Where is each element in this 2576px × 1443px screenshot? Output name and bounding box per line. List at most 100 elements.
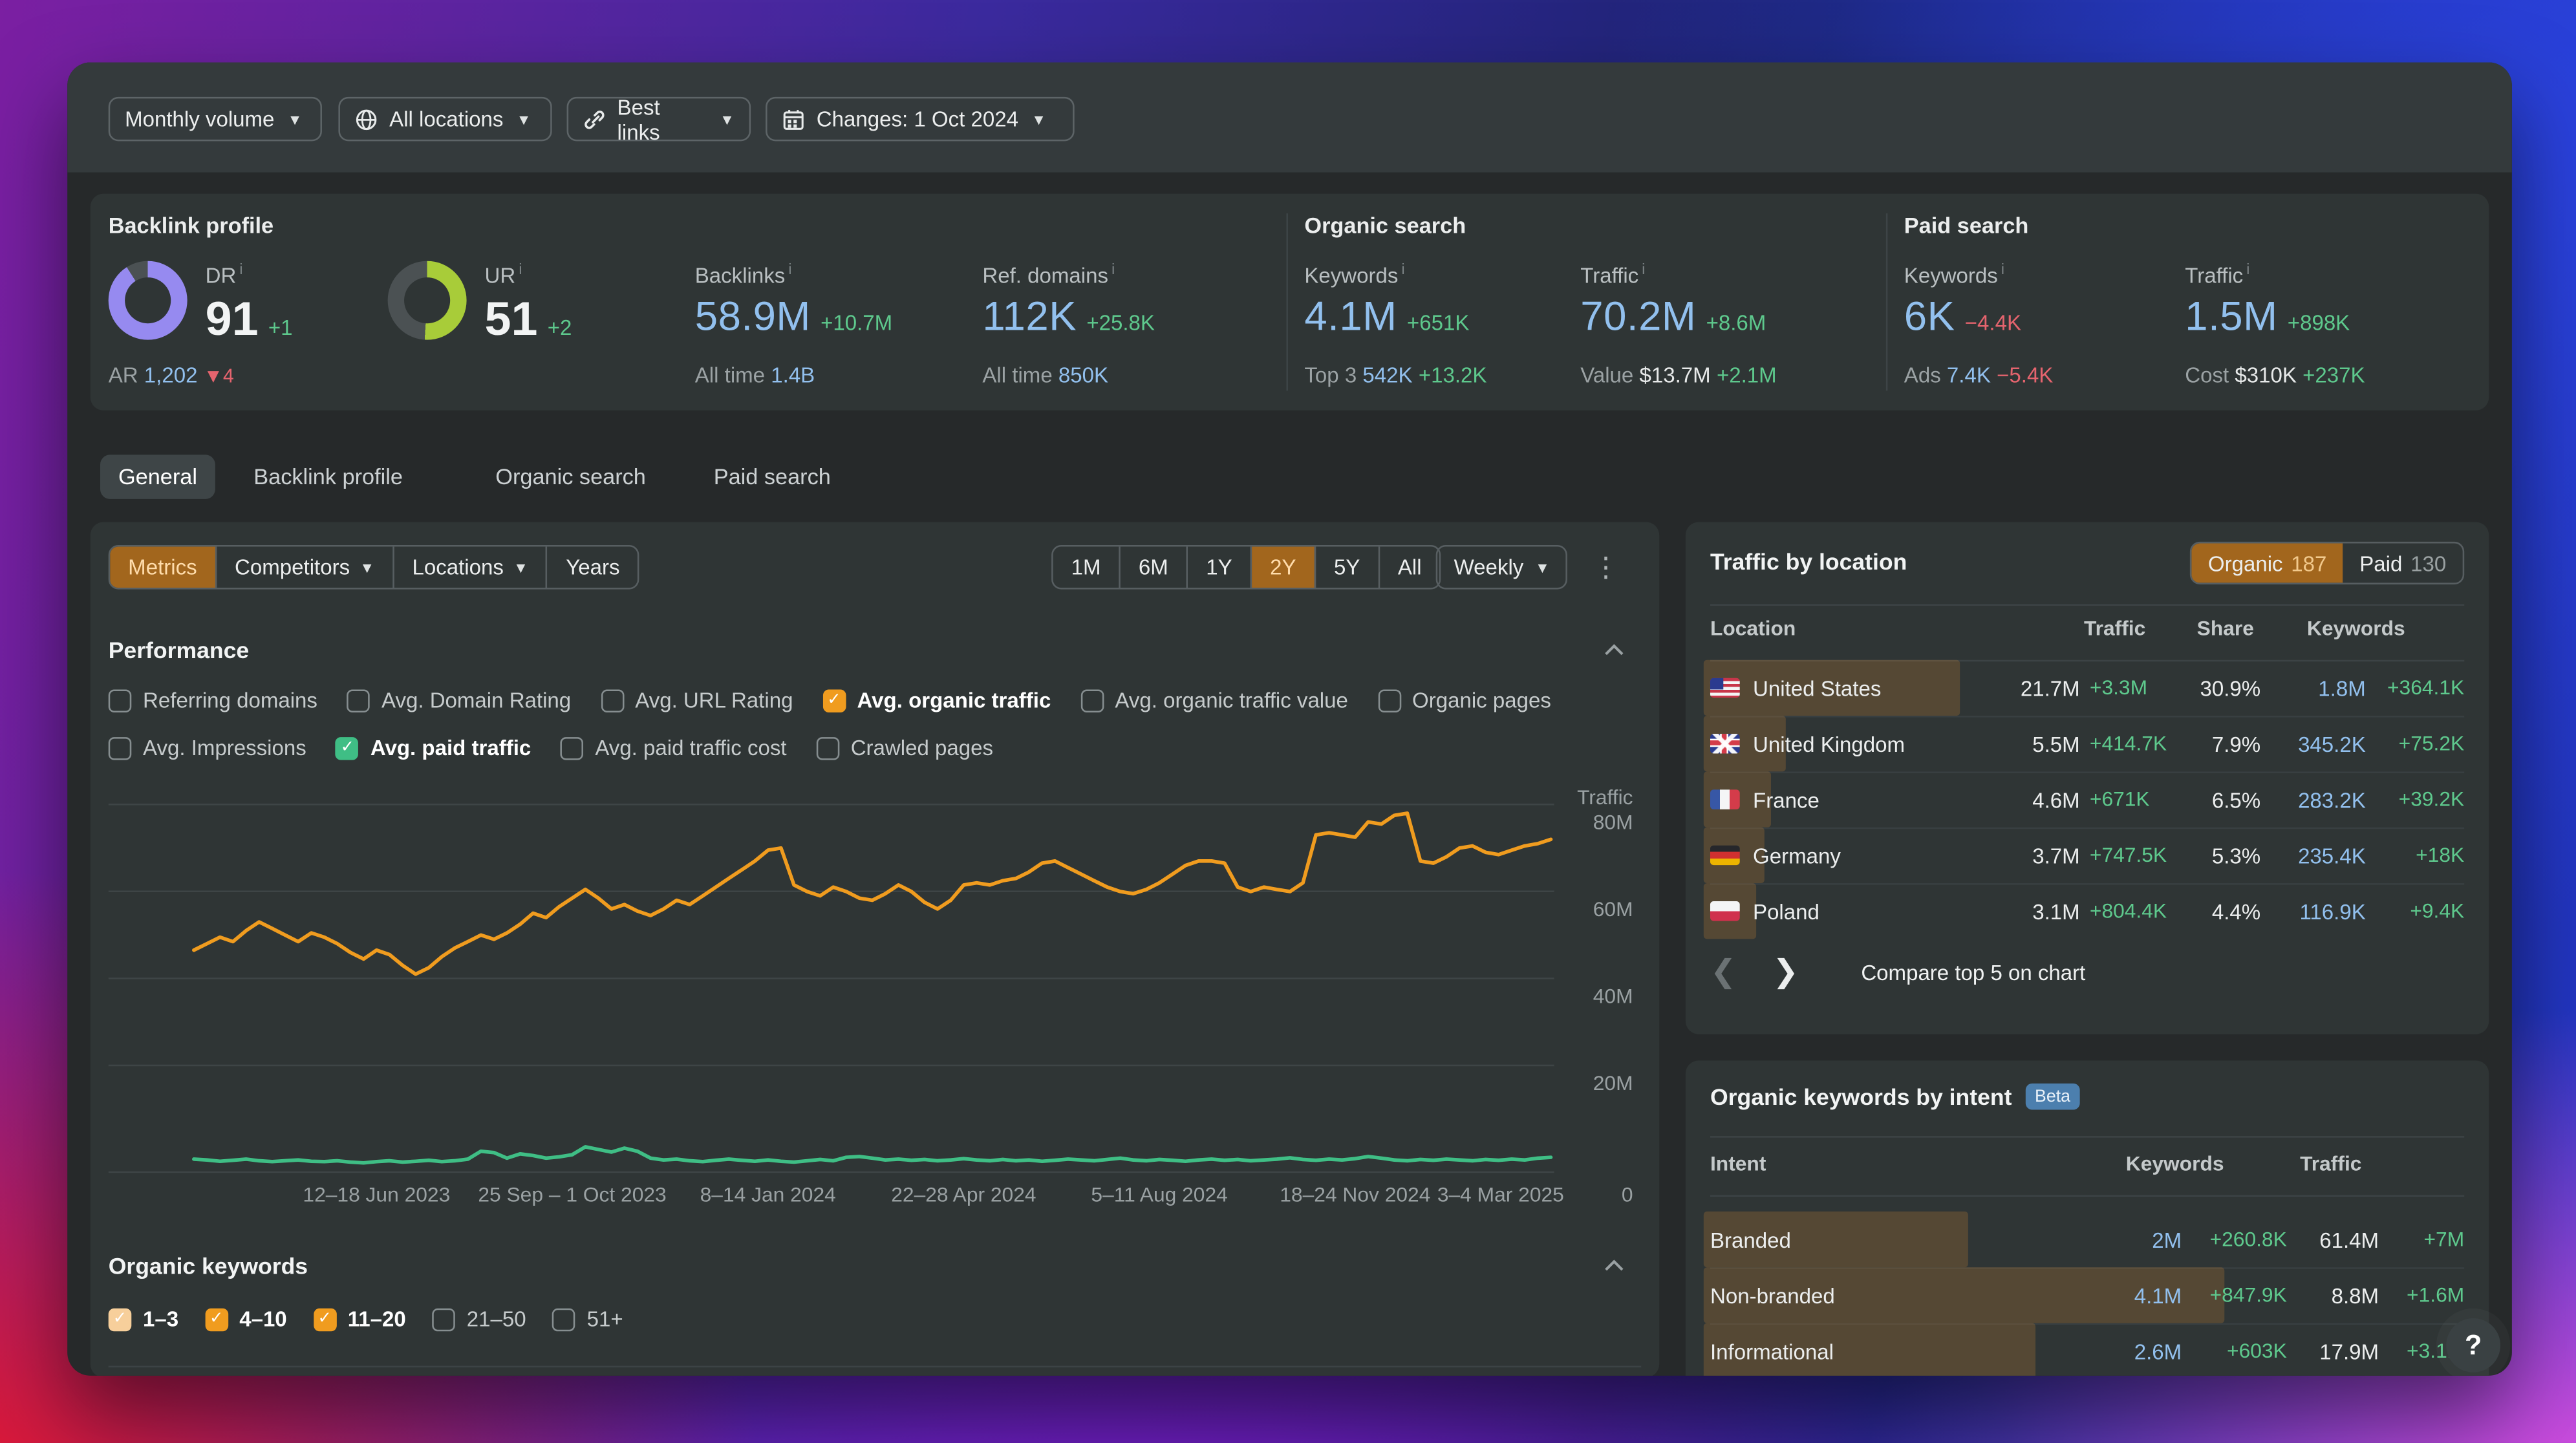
paid-keywords-value[interactable]: 6K xyxy=(1904,294,1955,341)
help-button[interactable]: ? xyxy=(2446,1318,2501,1373)
tab-organic-search[interactable]: Organic search xyxy=(495,464,646,489)
refdomains-alltime: All time 850K xyxy=(982,363,1109,388)
refdomains-alltime-value[interactable]: 850K xyxy=(1058,363,1109,388)
backlinks-value[interactable]: 58.9M xyxy=(694,294,811,341)
organic-top3-value[interactable]: 542K xyxy=(1362,363,1413,388)
keywords-value[interactable]: 4.1M xyxy=(2134,1283,2182,1308)
keywords-value[interactable]: 2M xyxy=(2152,1227,2182,1252)
column-header-keywords[interactable]: Keywords xyxy=(2306,617,2405,641)
checkbox-referring-domains[interactable]: Referring domains xyxy=(108,688,317,712)
checkbox-avg-url-rating[interactable]: Avg. URL Rating xyxy=(600,687,793,713)
help-label: ? xyxy=(2464,1329,2482,1360)
prev-page-button[interactable]: ❮ xyxy=(1710,953,1737,989)
column-header-intent[interactable]: Intent xyxy=(1710,1152,1766,1176)
intent-row-non-branded[interactable]: Non-branded 4.1M +847.9K 8.8M +1.6M xyxy=(1703,1267,2464,1323)
tab-general[interactable]: General xyxy=(100,454,215,499)
checkbox-avg-paid-traffic-cost[interactable]: Avg. paid traffic cost xyxy=(561,736,787,760)
info-icon[interactable]: i xyxy=(1401,261,1405,278)
locations-dropdown[interactable]: All locations ▼ xyxy=(338,96,552,142)
unchecked-icon xyxy=(108,736,132,760)
location-tab-organic[interactable]: Organic 187 xyxy=(2191,543,2343,583)
unchecked-icon xyxy=(552,1307,575,1331)
granularity-dropdown[interactable]: Weekly ▼ xyxy=(1435,545,1568,590)
checkbox-label: Avg. organic traffic value xyxy=(1115,687,1348,713)
performance-chart[interactable]: 80M 60M 40M 20M Traffic 12–18 Jun 2023 25 Sep … xyxy=(108,782,1642,1208)
volume-dropdown[interactable]: Monthly volume ▼ xyxy=(108,96,322,142)
range-1m-button[interactable]: 1M xyxy=(1053,546,1121,588)
paid-traffic-value[interactable]: 1.5M xyxy=(2185,294,2278,341)
checkbox-avg-domain-rating[interactable]: Avg. Domain Rating xyxy=(347,688,571,712)
flag-de-icon xyxy=(1710,845,1740,866)
keywords-value[interactable]: 283.2K xyxy=(2298,787,2366,812)
changes-date-dropdown[interactable]: Changes: 1 Oct 2024 ▼ xyxy=(766,96,1075,142)
checkbox-organic-pages[interactable]: Organic pages xyxy=(1377,688,1551,712)
intent-row-branded[interactable]: Branded 2M +260.8K 61.4M +7M xyxy=(1703,1211,2464,1268)
checkbox-1-3[interactable]: ✓ 1–3 xyxy=(108,1307,178,1331)
info-icon[interactable]: i xyxy=(1111,261,1115,278)
checkbox-21-50[interactable]: 21–50 xyxy=(432,1307,526,1331)
checkbox-avg-organic-traffic-value[interactable]: Avg. organic traffic value xyxy=(1080,688,1348,712)
column-header-keywords[interactable]: Keywords xyxy=(2125,1152,2224,1176)
collapse-organic-keywords-button[interactable] xyxy=(1604,1259,1625,1272)
segment-metrics[interactable]: Metrics xyxy=(110,546,217,588)
location-row-pl[interactable]: Poland 3.1M +804.4K 4.4% 116.9K +9.4K xyxy=(1703,883,2464,939)
tab-backlink-profile[interactable]: Backlink profile xyxy=(253,464,403,489)
checkbox-avg-organic-traffic[interactable]: ✓ Avg. organic traffic xyxy=(822,688,1051,712)
ar-value[interactable]: 1,202 xyxy=(144,363,198,388)
performance-metric-toggles-row2: Avg. Impressions ✓ Avg. paid traffic Avg. p… xyxy=(108,736,993,760)
info-icon[interactable]: i xyxy=(519,261,522,278)
checkbox-4-10[interactable]: ✓ 4–10 xyxy=(204,1307,287,1331)
range-all-button[interactable]: All xyxy=(1397,555,1422,580)
location-row-us[interactable]: United States 21.7M +3.3M 30.9% 1.8M +364.1K xyxy=(1703,659,2464,716)
backlinks-alltime-value[interactable]: 1.4B xyxy=(771,363,815,388)
column-header-share[interactable]: Share xyxy=(2196,617,2254,641)
keywords-value[interactable]: 2.6M xyxy=(2134,1338,2182,1363)
checkbox-avg-paid-traffic[interactable]: ✓ Avg. paid traffic xyxy=(336,736,531,760)
segment-locations[interactable]: Locations ▼ xyxy=(394,546,548,588)
organic-traffic-value[interactable]: 70.2M xyxy=(1580,294,1697,341)
info-icon[interactable]: i xyxy=(788,261,792,278)
location-tab-paid[interactable]: Paid 130 xyxy=(2343,543,2463,583)
intent-name: Informational xyxy=(1710,1338,1834,1363)
range-1y-button[interactable]: 1Y xyxy=(1188,546,1252,588)
divider xyxy=(1885,213,1888,391)
location-row-de[interactable]: Germany 3.7M +747.5K 5.3% 235.4K +18K xyxy=(1703,827,2464,884)
location-row-gb[interactable]: United Kingdom 5.5M +414.7K 7.9% 345.2K +75.2… xyxy=(1703,716,2464,772)
keywords-value[interactable]: 345.2K xyxy=(2298,731,2366,756)
organic-keywords-value[interactable]: 4.1M xyxy=(1304,294,1397,341)
checkbox-crawled-pages[interactable]: Crawled pages xyxy=(816,736,993,760)
checkbox-11-20[interactable]: ✓ 11–20 xyxy=(313,1307,406,1331)
keywords-value[interactable]: 116.9K xyxy=(2299,899,2366,924)
column-header-location[interactable]: Location xyxy=(1710,617,1796,641)
checkbox-51+[interactable]: 51+ xyxy=(552,1307,623,1331)
range-6m-button[interactable]: 6M xyxy=(1121,546,1188,588)
keywords-value[interactable]: 235.4K xyxy=(2298,842,2366,868)
range-2y-button[interactable]: 2Y xyxy=(1252,546,1316,588)
compare-top5-link[interactable]: Compare top 5 on chart xyxy=(1861,959,2086,985)
info-icon[interactable]: i xyxy=(2001,261,2004,278)
location-row-fr[interactable]: France 4.6M +671K 6.5% 283.2K +39.2K xyxy=(1703,771,2464,828)
info-icon[interactable]: i xyxy=(2246,261,2250,278)
column-header-traffic[interactable]: Traffic xyxy=(2300,1152,2362,1176)
segment-years[interactable]: Years xyxy=(548,547,638,588)
column-header-traffic[interactable]: Traffic xyxy=(2083,617,2146,641)
checkbox-avg-impressions[interactable]: Avg. Impressions xyxy=(108,736,306,760)
range-5y-button[interactable]: 5Y xyxy=(1316,546,1380,588)
paid-ads-value[interactable]: 7.4K xyxy=(1946,363,1991,388)
info-icon[interactable]: i xyxy=(1642,261,1646,278)
next-page-button[interactable]: ❯ xyxy=(1772,953,1799,989)
best-links-dropdown[interactable]: Best links ▼ xyxy=(566,94,751,144)
segment-competitors[interactable]: Competitors ▼ xyxy=(217,546,394,588)
checked-icon: ✓ xyxy=(822,689,846,712)
info-icon[interactable]: i xyxy=(239,261,243,278)
divider xyxy=(1710,827,2465,829)
divider xyxy=(1710,1323,2465,1325)
intent-row-informational[interactable]: Informational 2.6M +603K 17.9M +3.1M xyxy=(1703,1323,2464,1376)
refdomains-value[interactable]: 112K xyxy=(982,294,1077,341)
more-options-button[interactable]: ⋮ xyxy=(1592,551,1620,583)
collapse-performance-button[interactable] xyxy=(1604,643,1625,656)
tab-paid-search[interactable]: Paid search xyxy=(713,464,831,489)
keywords-value[interactable]: 1.8M xyxy=(2318,675,2366,700)
paid-traffic-delta: +898K xyxy=(2287,310,2350,336)
checkbox-label: Avg. URL Rating xyxy=(635,687,793,713)
